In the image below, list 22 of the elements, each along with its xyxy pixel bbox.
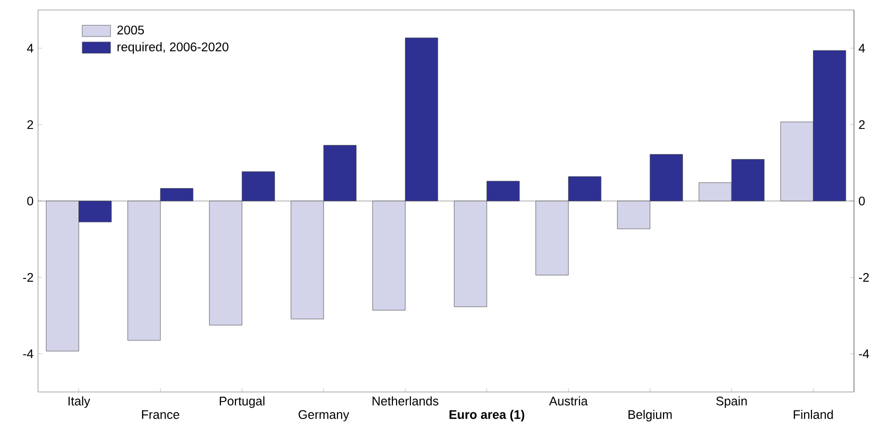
- x-tick-label: Netherlands: [372, 396, 438, 406]
- x-tick-label: France: [142, 410, 180, 419]
- x-tick-label: Spain: [716, 396, 747, 408]
- y-tick-label: -2: [23, 273, 34, 282]
- y2-tick-label: 4: [858, 44, 865, 52]
- legend-label: required, 2006-2020: [118, 42, 228, 54]
- x-tick-label: Germany: [298, 410, 350, 422]
- y-tick-label: -4: [23, 350, 34, 358]
- y2-tick-label: 2: [858, 120, 865, 129]
- x-tick-label: Euro area (1): [450, 410, 524, 422]
- y-tick-label: 4: [27, 44, 34, 52]
- x-tick-label: Portugal: [220, 396, 264, 408]
- x-tick-label: Italy: [68, 396, 90, 408]
- y2-tick-label: -2: [858, 273, 869, 282]
- y-tick-label: 2: [27, 120, 34, 129]
- y2-tick-label: -4: [858, 350, 870, 358]
- y2-tick-label: 0: [858, 196, 865, 206]
- x-tick-label: Belgium: [628, 410, 672, 422]
- x-tick-label: Austria: [549, 396, 588, 406]
- legend-label: 2005: [117, 26, 144, 34]
- y-tick-label: 0: [27, 196, 34, 206]
- x-tick-label: Finland: [794, 410, 833, 419]
